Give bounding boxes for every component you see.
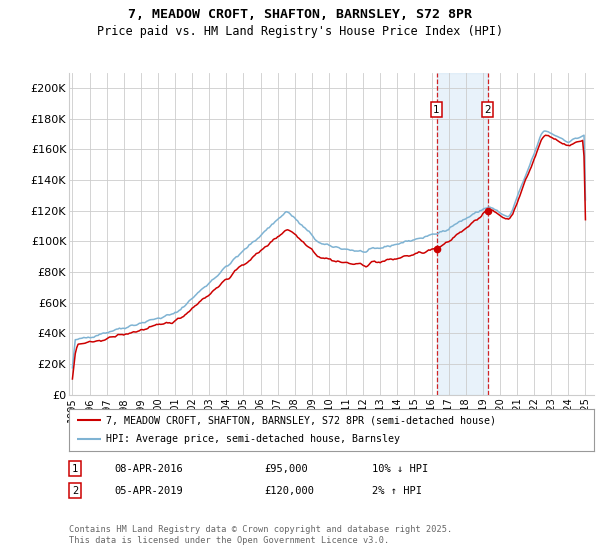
- Text: Price paid vs. HM Land Registry's House Price Index (HPI): Price paid vs. HM Land Registry's House …: [97, 25, 503, 38]
- Text: 08-APR-2016: 08-APR-2016: [114, 464, 183, 474]
- Text: HPI: Average price, semi-detached house, Barnsley: HPI: Average price, semi-detached house,…: [106, 435, 400, 445]
- Text: Contains HM Land Registry data © Crown copyright and database right 2025.
This d: Contains HM Land Registry data © Crown c…: [69, 525, 452, 545]
- Text: 2: 2: [72, 486, 78, 496]
- Text: £95,000: £95,000: [264, 464, 308, 474]
- Text: £120,000: £120,000: [264, 486, 314, 496]
- Bar: [437, 73, 488, 395]
- Text: 05-APR-2019: 05-APR-2019: [114, 486, 183, 496]
- Text: 2: 2: [484, 105, 491, 115]
- Text: 10% ↓ HPI: 10% ↓ HPI: [372, 464, 428, 474]
- Text: 2% ↑ HPI: 2% ↑ HPI: [372, 486, 422, 496]
- Text: 7, MEADOW CROFT, SHAFTON, BARNSLEY, S72 8PR (semi-detached house): 7, MEADOW CROFT, SHAFTON, BARNSLEY, S72 …: [106, 415, 496, 425]
- Text: 1: 1: [433, 105, 440, 115]
- Text: 7, MEADOW CROFT, SHAFTON, BARNSLEY, S72 8PR: 7, MEADOW CROFT, SHAFTON, BARNSLEY, S72 …: [128, 8, 472, 21]
- Text: 1: 1: [72, 464, 78, 474]
